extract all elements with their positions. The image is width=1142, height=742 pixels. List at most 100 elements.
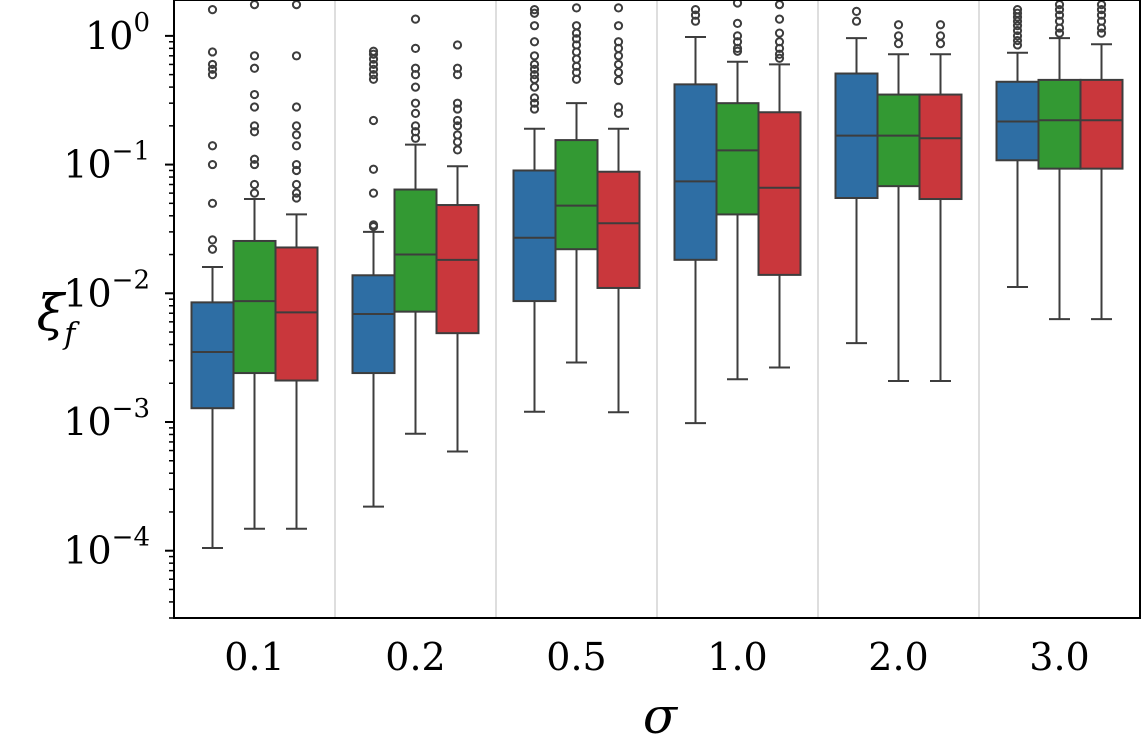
outlier-point	[291, 130, 302, 140]
outlier-point	[529, 59, 540, 70]
outlier-point	[774, 14, 785, 24]
outlier-point	[1054, 16, 1065, 26]
outlier-point	[452, 121, 463, 131]
outlier-point	[207, 64, 218, 74]
x-tick-label: 0.1	[224, 635, 284, 679]
outlier-point	[1012, 21, 1023, 31]
outlier-point	[935, 31, 946, 41]
outlier-point	[1012, 8, 1023, 18]
outlier-point	[529, 82, 540, 92]
box-body	[512, 169, 557, 303]
y-tick-label: 10−1	[63, 137, 150, 187]
outlier-point	[571, 67, 582, 78]
outlier-point	[774, 37, 785, 47]
outlier-point	[613, 75, 624, 86]
y-axis-title-subscript: f	[62, 317, 80, 352]
outlier-point	[571, 54, 582, 64]
outlier-point	[207, 235, 218, 245]
outlier-point	[452, 115, 463, 126]
outlier-point	[1096, 5, 1107, 15]
x-axis: 0.1 0.2 0.5 1.0 2.0 3.0	[224, 635, 1089, 679]
outlier-point	[368, 46, 379, 56]
outlier-point	[613, 3, 624, 13]
box-body	[393, 188, 438, 313]
outlier-point	[893, 20, 904, 30]
outlier-point	[368, 59, 379, 70]
outlier-point	[291, 51, 302, 61]
outlier-point	[368, 115, 379, 126]
outlier-point	[410, 108, 421, 118]
outlier-point	[368, 164, 379, 174]
outlier-point	[1012, 35, 1023, 46]
outlier-point	[368, 64, 379, 74]
box-body	[190, 301, 235, 410]
box-body	[1079, 78, 1124, 170]
x-tick-label: 1.0	[707, 635, 767, 679]
box-0.1-series-2	[232, 0, 277, 530]
y-tick-label: 10−2	[63, 265, 150, 315]
outlier-point	[851, 6, 862, 16]
box-1.0-series-2	[715, 0, 760, 381]
outlier-point	[368, 49, 379, 59]
outlier-point	[1054, 10, 1065, 20]
outlier-point	[1096, 10, 1107, 20]
outlier-point	[249, 127, 260, 137]
outlier-point	[207, 141, 218, 151]
outlier-point	[410, 121, 421, 131]
outlier-point	[452, 40, 463, 50]
box-body	[673, 83, 718, 261]
outlier-point	[1012, 5, 1023, 15]
outlier-point	[291, 102, 302, 112]
box-plot-series	[190, 0, 1124, 549]
outlier-point	[291, 159, 302, 170]
outlier-point	[851, 16, 862, 26]
outlier-point	[410, 43, 421, 53]
outlier-point	[613, 51, 624, 61]
y-tick-label: 100	[85, 8, 150, 58]
x-tick-label: 3.0	[1029, 635, 1089, 679]
y-tick-exponent: −2	[112, 265, 150, 295]
box-3.0-series-3	[1079, 0, 1124, 321]
outlier-point	[893, 31, 904, 41]
outlier-point	[291, 165, 302, 176]
outlier-point	[1012, 25, 1023, 36]
y-tick-exponent: −3	[112, 394, 150, 424]
box-0.1-series-3	[274, 0, 319, 530]
outlier-point	[1012, 40, 1023, 50]
y-tick-base: 10	[85, 14, 133, 58]
outlier-point	[207, 59, 218, 70]
outlier-point	[207, 198, 218, 208]
box-0.1-series-1	[190, 5, 235, 549]
outlier-point	[571, 3, 582, 13]
box-body	[715, 102, 760, 216]
outlier-point	[207, 5, 218, 15]
outlier-point	[452, 104, 463, 114]
outlier-point	[529, 64, 540, 74]
outlier-point	[410, 98, 421, 108]
outlier-point	[1054, 0, 1065, 10]
outlier-point	[690, 10, 701, 20]
x-tick-label: 2.0	[868, 635, 928, 679]
outlier-point	[893, 39, 904, 49]
box-1.0-series-3	[757, 0, 802, 369]
outlier-point	[207, 159, 218, 170]
y-tick-exponent: −4	[112, 523, 150, 553]
outlier-point	[1096, 28, 1107, 38]
outlier-point	[249, 159, 260, 170]
box-body	[232, 239, 277, 375]
outlier-point	[613, 21, 624, 31]
outlier-point	[774, 49, 785, 59]
box-body	[596, 170, 641, 289]
outlier-point	[690, 16, 701, 26]
outlier-point	[410, 63, 421, 73]
group-separators	[334, 0, 980, 618]
outlier-point	[368, 70, 379, 80]
x-tick-label: 0.5	[546, 635, 606, 679]
y-tick-label: 10−4	[63, 523, 150, 573]
outlier-point	[452, 98, 463, 108]
outlier-point	[291, 141, 302, 151]
y-axis-title-symbol: ξ	[37, 284, 67, 342]
outlier-point	[774, 0, 785, 10]
box-0.2-series-2	[393, 14, 438, 435]
outlier-point	[571, 21, 582, 31]
